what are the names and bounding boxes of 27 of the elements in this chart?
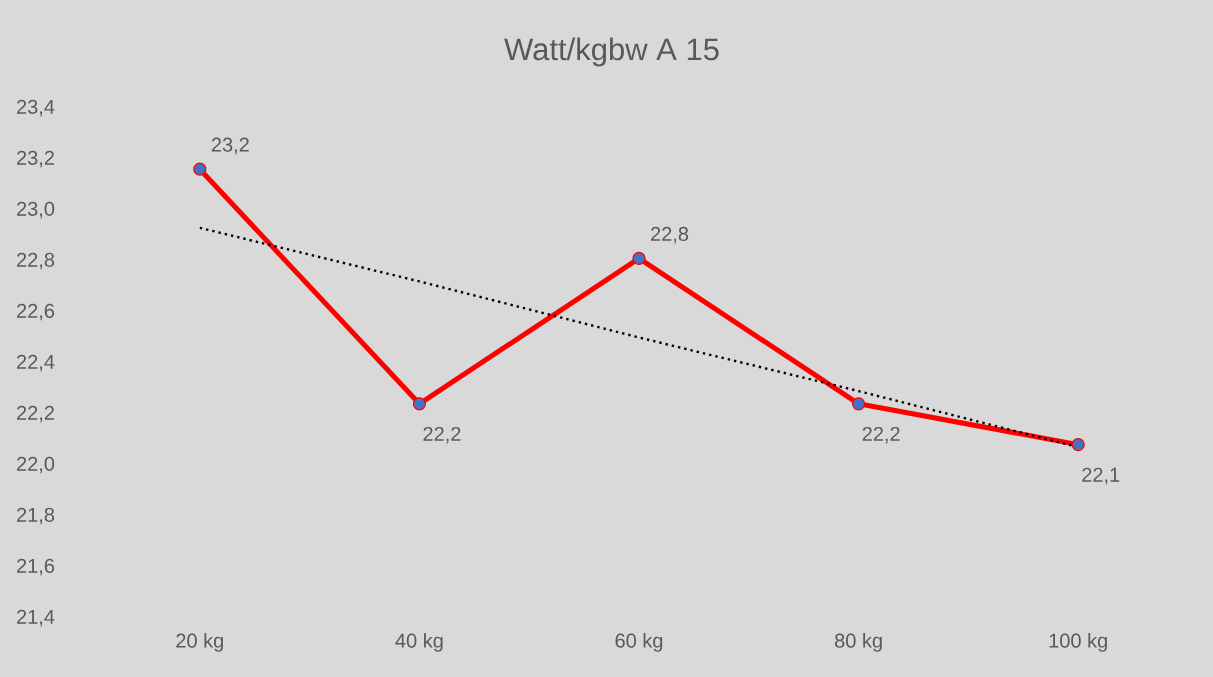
- x-tick-label: 80 kg: [835, 633, 882, 652]
- point: [852, 397, 866, 411]
- data-label: 23,2: [211, 137, 249, 155]
- x-tick-label: 100 kg: [1049, 633, 1107, 652]
- y-tick-label: 21,4: [17, 609, 55, 627]
- data-label: 22,2: [423, 426, 461, 444]
- chart-title: Watt/kgbw A 15: [504, 37, 719, 67]
- point: [1071, 438, 1085, 452]
- x-tick-label: 20 kg: [176, 633, 223, 652]
- point: [193, 162, 207, 176]
- y-tick-label: 23,0: [17, 201, 55, 219]
- y-tick-label: 21,8: [17, 507, 55, 525]
- y-tick-label: 22,0: [17, 456, 55, 474]
- y-tick-label: 23,4: [17, 99, 55, 117]
- x-tick-label: 40 kg: [395, 633, 443, 652]
- y-tick-label: 22,8: [17, 252, 55, 270]
- data-label: 22,1: [1082, 467, 1120, 485]
- x-tick-label: 60 kg: [615, 633, 663, 652]
- data-label: 22,2: [862, 426, 900, 444]
- y-tick-label: 22,6: [17, 303, 55, 321]
- y-tick-label: 22,2: [17, 405, 54, 423]
- y-tick-label: 21,6: [17, 558, 55, 576]
- point: [412, 397, 427, 411]
- data-label: 22,8: [651, 226, 689, 244]
- point: [632, 251, 646, 266]
- y-tick-label: 22,4: [17, 354, 55, 372]
- y-tick-label: 23,2: [17, 150, 54, 168]
